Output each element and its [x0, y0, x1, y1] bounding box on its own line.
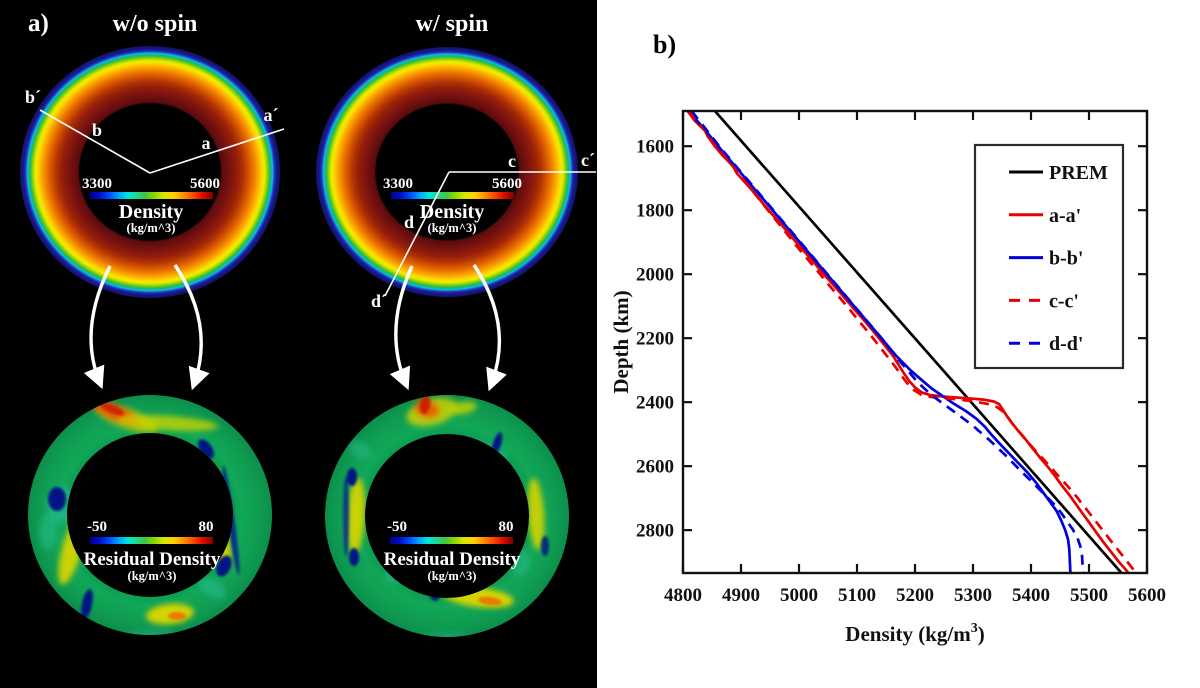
- section-label-a: a: [202, 133, 211, 153]
- section-label-b: b: [92, 120, 102, 140]
- density-colorbar-max-right: 5600: [492, 176, 522, 192]
- residual-colorbar-left: -50 80 Residual Density (kg/m^3): [84, 519, 221, 583]
- y-tick-label: 2400: [636, 393, 674, 414]
- y-tick-label: 2600: [636, 457, 674, 478]
- x-tick-label: 5400: [1012, 585, 1050, 606]
- y-tick-label: 2200: [636, 329, 674, 350]
- section-label-c-prime: c´: [581, 150, 595, 170]
- section-label-c: c: [508, 151, 516, 171]
- residual-colorbar-min-left: -50: [87, 519, 107, 535]
- residual-colorbar-title-left: Residual Density: [84, 549, 221, 570]
- arrow-right-2: [472, 264, 507, 392]
- x-axis-label-superscript: 3: [971, 621, 978, 636]
- chart-series: [686, 111, 1138, 573]
- legend-label-d-d': d-d': [1049, 333, 1083, 355]
- arrow-right-1: [389, 265, 414, 391]
- residual-colorbar-title-right: Residual Density: [384, 549, 521, 570]
- x-tick-label: 4800: [664, 585, 702, 606]
- zoom-arrows: [83, 264, 507, 392]
- plot-frame: [681, 109, 1149, 575]
- residual-colorbar-unit-right: (kg/m^3): [428, 569, 477, 583]
- series-line-c-c': [688, 111, 1138, 573]
- x-tick-label: 5300: [954, 585, 992, 606]
- panel-b-label: b): [653, 30, 676, 59]
- section-label-d-prime: d´: [371, 291, 387, 311]
- density-colorbar-min-right: 3300: [383, 176, 413, 192]
- residual-colorbar-min-right: -50: [387, 519, 407, 535]
- density-colorbar-unit-right: (kg/m^3): [428, 221, 477, 235]
- residual-colorbar-max-left: 80: [199, 519, 214, 535]
- cross-section-lines-right: [384, 171, 596, 297]
- legend-label-b-b': b-b': [1049, 248, 1083, 270]
- arrow-left-2: [173, 264, 210, 391]
- section-label-b-prime: b´: [25, 87, 41, 107]
- density-ring-with-spin: [316, 47, 578, 297]
- cross-section-lines-left: [39, 109, 285, 174]
- legend-label-c-c': c-c': [1049, 290, 1079, 312]
- x-tick-label: 5000: [780, 585, 818, 606]
- title-with-spin: w/ spin: [416, 11, 489, 37]
- density-colorbar-title-right: Density: [420, 201, 484, 223]
- x-tick-label: 5200: [896, 585, 934, 606]
- series-line-d-d': [690, 111, 1085, 573]
- residual-ring-with-spin: -50 80 Residual Density (kg/m^3): [325, 395, 569, 637]
- density-colorbar-min-left: 3300: [82, 176, 112, 192]
- section-line-a: [149, 128, 285, 174]
- panel-a-cross-sections: a) w/o spin w/ spin 3300 5600 Density (k…: [0, 0, 597, 688]
- density-colorbar-max-left: 5600: [190, 176, 220, 192]
- legend-label-PREM: PREM: [1049, 162, 1108, 184]
- residual-ring-without-spin: -50 80 Residual Density (kg/m^3): [28, 395, 272, 635]
- section-label-a-prime: a´: [264, 105, 279, 125]
- section-label-d: d: [404, 212, 414, 232]
- residual-colorbar-max-right: 80: [499, 519, 514, 535]
- y-tick-label: 2000: [636, 265, 674, 286]
- legend-box: [973, 143, 1125, 370]
- panel-b-depth-density-chart: b) 4800 4900 5000 5100 5200 5300 5400 5500 5600 1…: [609, 30, 1166, 646]
- arrow-left-1: [83, 265, 112, 390]
- x-axis-label: Density (kg/m3): [845, 621, 984, 646]
- x-tick-label: 4900: [722, 585, 760, 606]
- x-axis-label-end: ): [978, 622, 985, 646]
- density-colorbar-title-left: Density: [119, 201, 183, 223]
- section-line-d: [384, 171, 450, 297]
- x-axis-label-main: Density (kg/m: [845, 622, 971, 646]
- x-tick-label: 5600: [1128, 585, 1166, 606]
- density-colorbar-right: 3300 5600 Density (kg/m^3): [383, 176, 522, 235]
- residual-colorbar-unit-left: (kg/m^3): [128, 569, 177, 583]
- x-tick-label: 5500: [1070, 585, 1108, 606]
- x-tick-label: 5100: [838, 585, 876, 606]
- y-axis-label: Depth (km): [609, 290, 633, 393]
- chart-legend: PREM a-a' b-b' c-c' d-d': [973, 143, 1125, 370]
- y-tick-label: 1800: [636, 201, 674, 222]
- title-without-spin: w/o spin: [113, 11, 198, 37]
- series-line-PREM: [713, 111, 1123, 573]
- chart-axes: 4800 4900 5000 5100 5200 5300 5400 5500 5600 1600…: [636, 111, 1166, 606]
- residual-colorbar-right: -50 80 Residual Density (kg/m^3): [384, 519, 521, 583]
- y-tick-label: 2800: [636, 521, 674, 542]
- density-ring-without-spin: [20, 46, 280, 298]
- legend-label-a-a': a-a': [1049, 205, 1081, 227]
- y-tick-label: 1600: [636, 137, 674, 158]
- panel-a-label: a): [28, 10, 49, 37]
- density-colorbar-unit-left: (kg/m^3): [127, 221, 176, 235]
- density-colorbar-left: 3300 5600 Density (kg/m^3): [82, 176, 220, 235]
- section-line-b: [39, 109, 151, 174]
